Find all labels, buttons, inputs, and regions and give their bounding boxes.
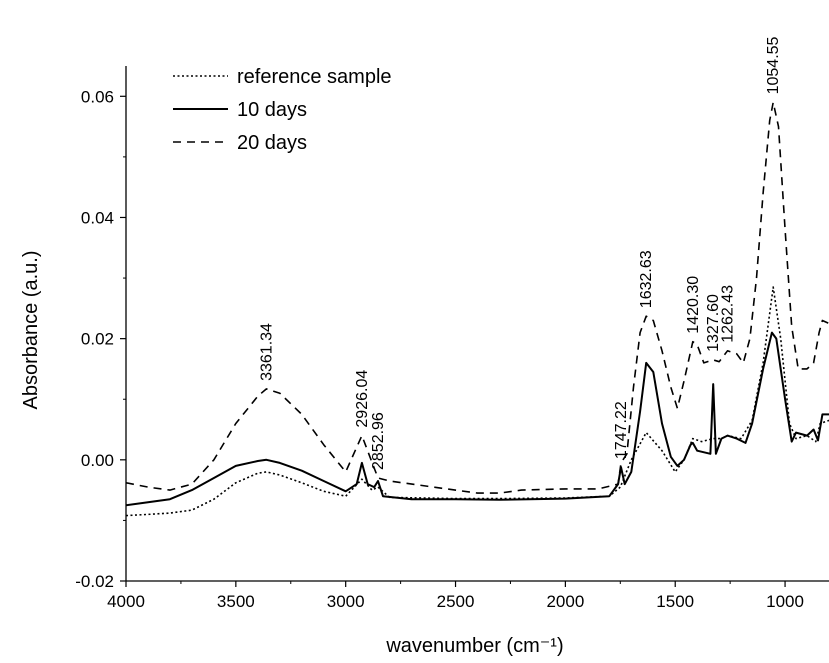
peak-label: 1327.60 — [705, 294, 722, 352]
legend-label: reference sample — [237, 66, 392, 88]
y-axis-title: Absorbance (a.u.) — [20, 251, 42, 410]
y-tick-label: 0.04 — [81, 208, 114, 227]
peak-label: 1632.63 — [638, 250, 655, 308]
y-axis-ticks: -0.02 0.00 0.02 0.04 0.06 — [75, 87, 126, 591]
series-line-0 — [125, 286, 829, 517]
y-tick-label: 0.06 — [81, 87, 114, 106]
series-line-2 — [125, 101, 829, 494]
peak-label: 2926.04 — [354, 370, 371, 428]
x-tick-label: 4000 — [107, 592, 145, 611]
peak-label: 1262.43 — [720, 285, 737, 343]
peak-label: 2852.96 — [370, 412, 387, 470]
y-tick-label: 0.00 — [81, 451, 114, 470]
x-tick-label: 1000 — [766, 592, 804, 611]
legend-label: 10 days — [237, 99, 307, 121]
legend-label: 20 days — [237, 132, 307, 154]
peak-label: 1054.55 — [765, 36, 782, 94]
series-line-1 — [125, 331, 829, 507]
x-axis-title: wavenumber (cm⁻¹) — [385, 635, 563, 657]
x-tick-label: 2500 — [437, 592, 475, 611]
peak-label: 1420.30 — [685, 276, 702, 334]
x-axis-ticks: 4000 3500 3000 2500 2000 1500 1000 — [107, 581, 804, 611]
legend: reference sample 10 days 20 days — [173, 66, 392, 154]
x-tick-label: 3500 — [217, 592, 255, 611]
y-tick-label: -0.02 — [75, 572, 114, 591]
x-tick-label: 1500 — [656, 592, 694, 611]
y-tick-label: 0.02 — [81, 330, 114, 349]
series-group — [125, 101, 829, 517]
x-tick-label: 3000 — [327, 592, 365, 611]
peak-label: 1747.22 — [613, 401, 630, 459]
peak-label: 3361.34 — [258, 323, 275, 381]
x-tick-label: 2000 — [546, 592, 584, 611]
plot-frame — [125, 66, 829, 582]
